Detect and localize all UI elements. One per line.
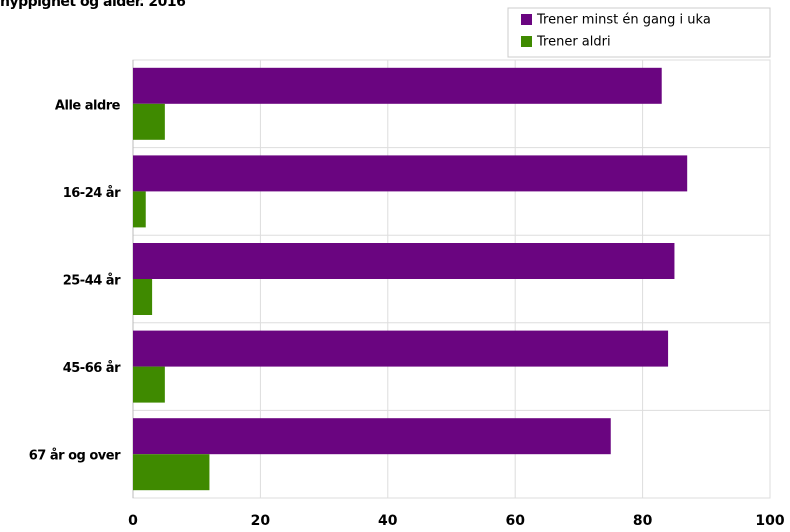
bar (133, 366, 165, 403)
bar (133, 330, 669, 367)
bar (133, 191, 146, 228)
bar (133, 155, 688, 192)
y-tick-label: 45-66 år (63, 361, 121, 376)
bar (133, 243, 675, 279)
x-tick-label: 60 (505, 513, 525, 529)
chart-title: hyppighet og alder. 2016 (0, 0, 185, 10)
bar (133, 418, 611, 455)
bar (133, 103, 165, 140)
bar (133, 454, 210, 491)
legend-label: Trener aldri (536, 35, 611, 50)
legend-swatch (521, 36, 532, 47)
bar (133, 279, 153, 315)
legend-label: Trener minst én gang i uka (536, 13, 711, 28)
legend-swatch (521, 14, 532, 25)
x-tick-label: 20 (251, 513, 271, 529)
legend-box (507, 7, 771, 58)
x-tick-label: 80 (633, 513, 653, 529)
bar (133, 67, 662, 104)
y-tick-label: Alle aldre (55, 98, 121, 113)
x-tick-label: 40 (378, 513, 398, 529)
y-tick-label: 25-44 år (63, 274, 121, 289)
x-tick-label: 100 (755, 513, 784, 529)
y-tick-label: 67 år og over (29, 449, 121, 464)
x-tick-label: 0 (128, 513, 138, 529)
y-tick-label: 16-24 år (63, 186, 121, 201)
